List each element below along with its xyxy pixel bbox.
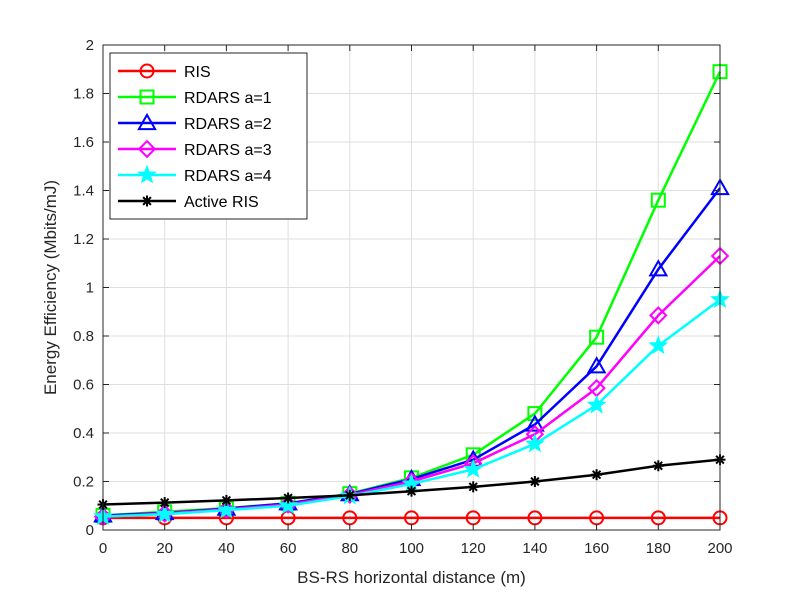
- legend-entry-rdars-a-3: RDARS a=3: [118, 139, 272, 159]
- y-tick-label: 1.6: [73, 134, 94, 151]
- x-tick-label: 40: [218, 540, 235, 557]
- data-point-rdars-a-1: [527, 406, 543, 422]
- data-point-rdars-a-4: [524, 433, 545, 453]
- y-tick-label: 0.6: [73, 377, 94, 394]
- legend-box: [109, 52, 308, 220]
- legend-label: Active RIS: [184, 194, 259, 211]
- x-tick-label: 200: [707, 540, 732, 557]
- data-point-active-ris: [220, 494, 232, 506]
- x-tick-label: 100: [399, 540, 424, 557]
- data-point-rdars-a-1: [650, 192, 666, 208]
- ticks: 0 20 40 60 80 100 120 140 160 180 200 0 0.2 0.4 0.6 0.8…: [73, 37, 732, 557]
- data-point-active-ris: [529, 476, 541, 487]
- data-point-rdars-a-4: [648, 335, 669, 355]
- data-point-active-ris: [159, 497, 171, 509]
- y-tick-label: 1: [86, 280, 94, 297]
- data-point-rdars-a-4: [278, 495, 299, 515]
- x-tick-label: 60: [280, 540, 297, 557]
- y-axis-title: Energy Efficiency (Mbits/mJ): [41, 180, 60, 395]
- data-point-active-ris: [652, 460, 664, 472]
- x-tick-label: 140: [522, 540, 547, 557]
- legend-entry-rdars-a-2: RDARS a=2: [118, 112, 272, 133]
- data-point-active-ris: [406, 485, 417, 497]
- legend-entry-rdars-a-1: RDARS a=1: [118, 89, 272, 107]
- data-point-rdars-a-3: [340, 485, 360, 505]
- legend: RIS RDARS a=1 RDARS a=2 RDARS a=3 RDARS a=4 A…: [109, 52, 308, 220]
- data-point-rdars-a-2: [525, 414, 545, 432]
- series-rdars-a-4: [93, 289, 730, 526]
- data-point-rdars-a-3: [649, 306, 668, 325]
- x-tick-label: 0: [99, 540, 107, 557]
- legend-label: RIS: [184, 64, 211, 81]
- data-point-active-ris: [591, 469, 603, 481]
- data-point-rdars-a-4: [154, 503, 175, 523]
- x-tick-label: 180: [646, 540, 671, 557]
- y-tick-label: 0.4: [73, 425, 94, 442]
- x-tick-label: 120: [461, 540, 486, 557]
- data-point-rdars-a-1: [589, 329, 605, 345]
- x-tick-label: 160: [584, 540, 609, 557]
- legend-entry-ris: RIS: [118, 63, 211, 81]
- y-tick-label: 0.2: [73, 474, 94, 491]
- legend-marker: [137, 112, 157, 131]
- y-tick-label: 1.2: [73, 231, 94, 248]
- y-tick-label: 0.8: [73, 328, 94, 345]
- data-point-rdars-a-4: [586, 394, 607, 414]
- legend-marker: [139, 63, 155, 79]
- x-tick-label: 20: [156, 540, 173, 557]
- data-point-active-ris: [344, 489, 356, 501]
- legend-label: RDARS a=1: [184, 90, 272, 107]
- series-group: [93, 64, 730, 526]
- legend-marker: [137, 164, 157, 184]
- legend-entry-active-ris: Active RIS: [118, 194, 259, 211]
- x-axis-title: BS-RS horizontal distance (m): [297, 568, 526, 587]
- legend-marker: [139, 89, 155, 105]
- legend-label: RDARS a=2: [184, 116, 272, 133]
- legend-entry-rdars-a-4: RDARS a=4: [118, 164, 272, 185]
- legend-label: RDARS a=4: [184, 168, 272, 185]
- data-point-rdars-a-3: [278, 495, 298, 514]
- data-point-active-ris: [467, 481, 479, 493]
- data-point-rdars-a-4: [463, 458, 484, 478]
- grid: [103, 45, 720, 530]
- data-point-rdars-a-2: [648, 259, 669, 277]
- y-tick-label: 2: [86, 37, 94, 54]
- y-tick-label: 1.4: [73, 183, 94, 200]
- y-tick-label: 1.8: [73, 86, 94, 103]
- legend-marker: [137, 139, 157, 159]
- legend-label: RDARS a=3: [184, 142, 272, 159]
- legend-marker: [141, 195, 153, 207]
- data-point-rdars-a-2: [586, 356, 607, 374]
- x-tick-label: 80: [341, 540, 358, 557]
- data-point-rdars-a-4: [216, 499, 237, 519]
- y-tick-label: 0: [86, 522, 94, 539]
- data-point-active-ris: [282, 492, 294, 504]
